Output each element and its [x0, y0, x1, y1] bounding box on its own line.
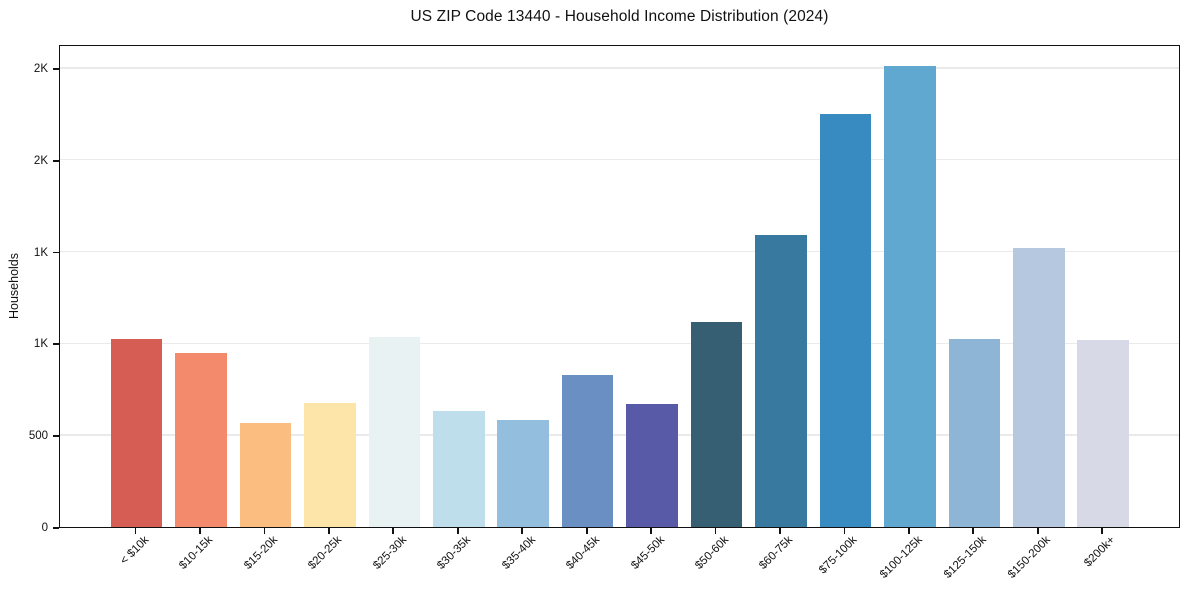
x-tick-label: $60-75k [757, 534, 796, 572]
gridline [60, 159, 1179, 161]
y-tick-label: 500 [28, 430, 48, 443]
bar [561, 374, 614, 527]
bar [755, 235, 807, 527]
bar [690, 322, 743, 527]
bar [368, 336, 421, 527]
x-tick-mark [456, 528, 459, 534]
bar [175, 352, 227, 527]
x-tick-mark [134, 528, 137, 534]
x-tick-label: $15-20k [242, 534, 280, 572]
x-tick-mark [585, 528, 588, 534]
bar [1013, 247, 1065, 527]
y-tick-mark [53, 251, 59, 254]
y-tick-mark [53, 67, 59, 70]
bar [819, 113, 872, 527]
x-tick-mark [521, 528, 524, 534]
y-tick-label: 2K [33, 154, 48, 167]
x-tick-mark [908, 528, 910, 534]
y-tick-label: 0 [41, 522, 48, 534]
x-tick-label: $100-125k [877, 534, 925, 581]
x-tick-mark [779, 528, 781, 534]
plot-area [59, 45, 1180, 528]
bar [239, 423, 292, 527]
bar [884, 66, 936, 527]
y-axis-label: Households [7, 252, 21, 320]
x-tick-mark [714, 528, 717, 534]
x-tick-label: $40-45k [564, 534, 603, 572]
x-tick-label: $20-25k [306, 534, 345, 572]
y-tick-mark [53, 343, 59, 346]
bar [432, 411, 485, 527]
bar [497, 419, 549, 527]
x-tick-label: $25-30k [370, 534, 409, 572]
x-tick-mark [650, 528, 652, 534]
x-tick-label: < $10k [117, 534, 151, 568]
y-tick-label: 2K [33, 62, 48, 75]
x-tick-mark [199, 528, 201, 534]
bar [304, 403, 356, 527]
x-tick-mark [392, 528, 395, 534]
gridline [60, 67, 1179, 69]
x-tick-mark [972, 528, 975, 534]
x-tick-label: $125-150k [941, 534, 989, 581]
gridline [60, 342, 1179, 345]
gridline [60, 434, 1179, 436]
x-tick-mark [327, 528, 330, 534]
chart-title: US ZIP Code 13440 - Household Income Dis… [410, 8, 829, 25]
x-tick-label: $75-100k [817, 534, 860, 577]
x-tick-mark [843, 528, 846, 534]
x-tick-label: $200k+ [1082, 534, 1118, 570]
y-tick-mark [53, 527, 59, 529]
x-tick-label: $10-15k [177, 534, 216, 572]
y-tick-label: 1K [33, 338, 48, 351]
x-tick-label: $35-40k [499, 534, 538, 572]
bar [1077, 339, 1130, 527]
bar [948, 338, 1001, 527]
y-tick-mark [53, 435, 59, 438]
x-tick-mark [1036, 528, 1039, 534]
x-tick-label: $45-50k [628, 534, 667, 572]
bar [626, 403, 678, 527]
x-tick-label: $30-35k [435, 534, 474, 572]
x-tick-mark [263, 528, 266, 534]
y-tick-mark [53, 159, 59, 162]
x-tick-mark [1101, 528, 1104, 534]
x-tick-label: $150-200k [1006, 534, 1054, 581]
x-tick-label: $50-60k [693, 534, 732, 572]
bar [110, 338, 163, 527]
y-tick-label: 1K [33, 246, 48, 259]
gridline [60, 250, 1179, 253]
